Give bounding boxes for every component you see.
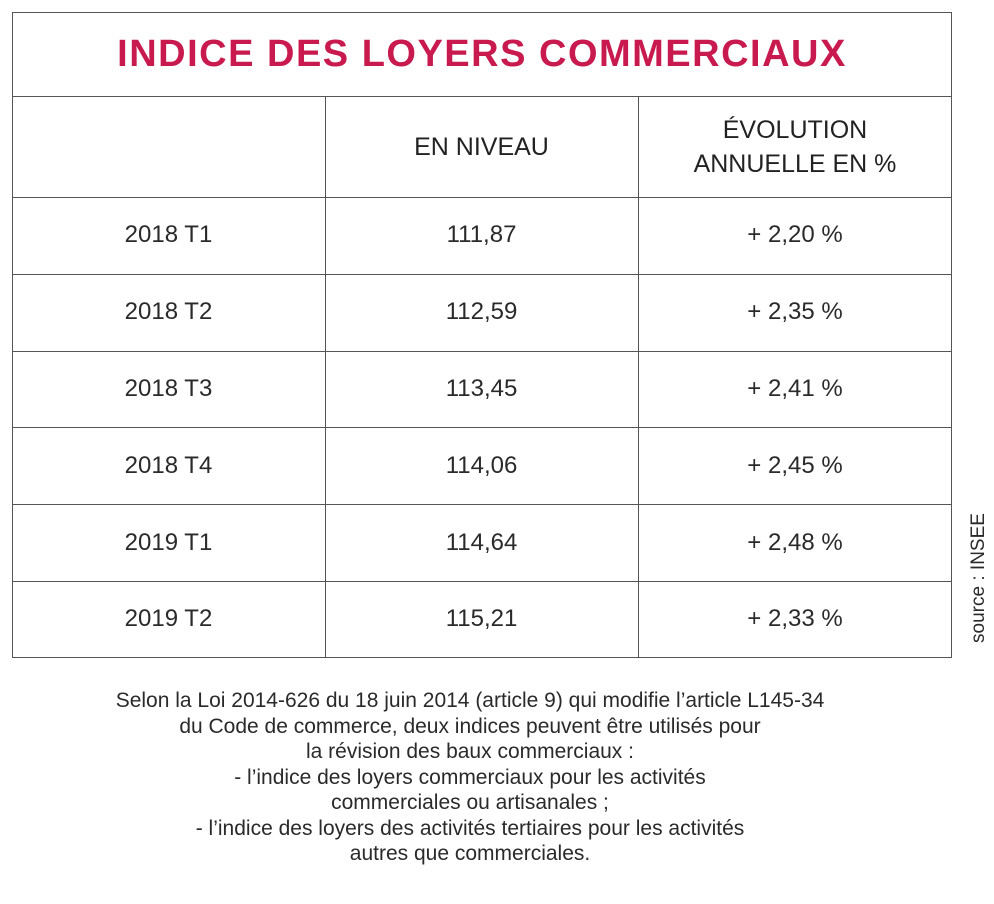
table-cell: 2019 T2	[124, 605, 213, 633]
table-cell: 2018 T4	[124, 451, 213, 479]
header-line: EN NIVEAU	[414, 133, 549, 161]
note: Selon la Loi 2014-626 du 18 juin 2014 (a…	[0, 688, 940, 867]
header-line: ANNUELLE EN %	[693, 150, 897, 178]
note-line: du Code de commerce, deux indices peuven…	[179, 714, 761, 738]
note-line: la révision des baux commerciaux :	[306, 740, 634, 763]
table-cell: 115,21	[445, 605, 518, 633]
table-cell: 2018 T1	[124, 221, 213, 249]
row-divider	[12, 197, 952, 198]
note-line: commerciales ou artisanales ;	[331, 791, 609, 814]
table-cell: 114,06	[445, 451, 518, 479]
source: source : INSEE	[968, 513, 989, 643]
table-cell: 111,87	[446, 221, 517, 249]
title: INDICE DES LOYERS COMMERCIAUX	[12, 12, 952, 97]
note-line: autres que commerciales.	[349, 842, 591, 865]
table-cell: + 2,45 %	[747, 451, 843, 479]
column-header: EN NIVEAU	[325, 97, 638, 197]
row-divider	[12, 427, 952, 429]
table-cell: + 2,35 %	[747, 298, 843, 326]
table-cell: 113,45	[445, 374, 518, 402]
note-line: - l’indice des loyers commerciaux pour l…	[234, 765, 706, 789]
table-cell: + 2,20 %	[747, 221, 843, 249]
table-cell: 2018 T3	[124, 374, 213, 402]
table-cell: 114,64	[445, 528, 518, 556]
column-divider	[325, 97, 326, 658]
table-cell: + 2,48 %	[747, 528, 843, 556]
row-divider	[12, 273, 952, 275]
row-divider	[12, 350, 952, 352]
column-header: ÉVOLUTION ANNUELLE EN %	[638, 97, 952, 197]
row-divider	[12, 504, 952, 506]
table-cell: 112,59	[445, 298, 518, 326]
note-line: Selon la Loi 2014-626 du 18 juin 2014 (a…	[115, 689, 825, 712]
table-cell: + 2,33 %	[747, 605, 843, 633]
table-cell: 2018 T2	[124, 298, 213, 326]
table-cell: 2019 T1	[124, 528, 213, 556]
note-line: - l’indice des loyers des activités tert…	[195, 816, 745, 840]
table-frame	[12, 12, 952, 658]
row-divider	[12, 581, 952, 582]
table-cell: + 2,41 %	[747, 374, 843, 402]
column-divider	[638, 97, 639, 658]
header-line: ÉVOLUTION	[722, 116, 868, 144]
